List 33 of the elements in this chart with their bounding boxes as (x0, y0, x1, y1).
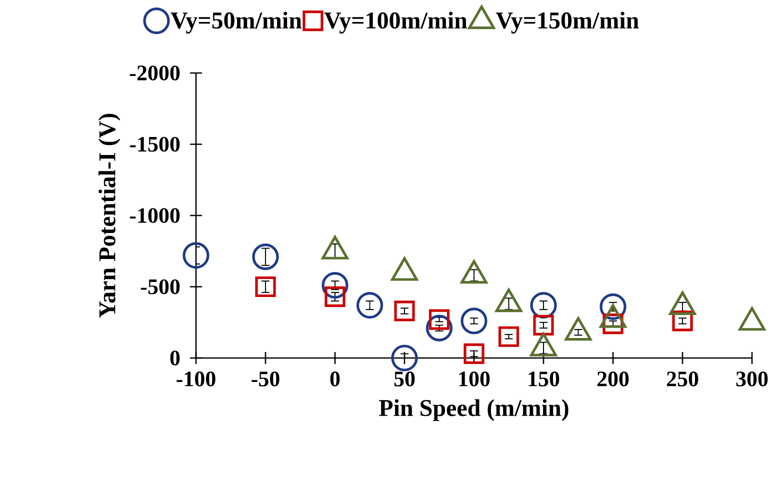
point (356, 292, 384, 319)
x-tick-label: 50 (394, 372, 415, 386)
point (464, 343, 484, 364)
point (255, 276, 276, 298)
point (324, 286, 346, 308)
x-tick-label: -50 (252, 372, 280, 386)
point (672, 310, 693, 332)
x-axis-title: Pin Speed (m/min) (379, 399, 568, 422)
point (394, 300, 415, 322)
legend-label: Vy=50m/min (170, 12, 302, 34)
x-tick-label: 0 (330, 372, 340, 386)
point (460, 308, 488, 334)
x-tick-label: 250 (666, 372, 698, 386)
point (530, 292, 557, 319)
y-tick-label: -2000 (130, 66, 180, 80)
point (182, 242, 210, 269)
y-tick-label: -500 (140, 279, 180, 294)
legend-label: Vy=150m/min (496, 12, 639, 34)
point (533, 314, 554, 336)
point (426, 314, 453, 342)
y-tick-label: -1000 (130, 208, 180, 223)
y-axis-title: Yarn Potential-I (V) (98, 114, 120, 318)
y-tick-label: 0 (170, 350, 180, 366)
point (252, 244, 279, 270)
point (498, 326, 520, 347)
y-tick-label: -1500 (130, 136, 180, 152)
x-tick-label: 150 (528, 372, 560, 386)
legend-label: Vy=100m/min (324, 12, 468, 34)
x-tick-label: 300 (736, 372, 768, 386)
x-tick-label: 100 (459, 372, 490, 386)
x-tick-label: -100 (176, 372, 216, 386)
x-tick-label: 200 (597, 372, 629, 386)
point (391, 344, 418, 372)
